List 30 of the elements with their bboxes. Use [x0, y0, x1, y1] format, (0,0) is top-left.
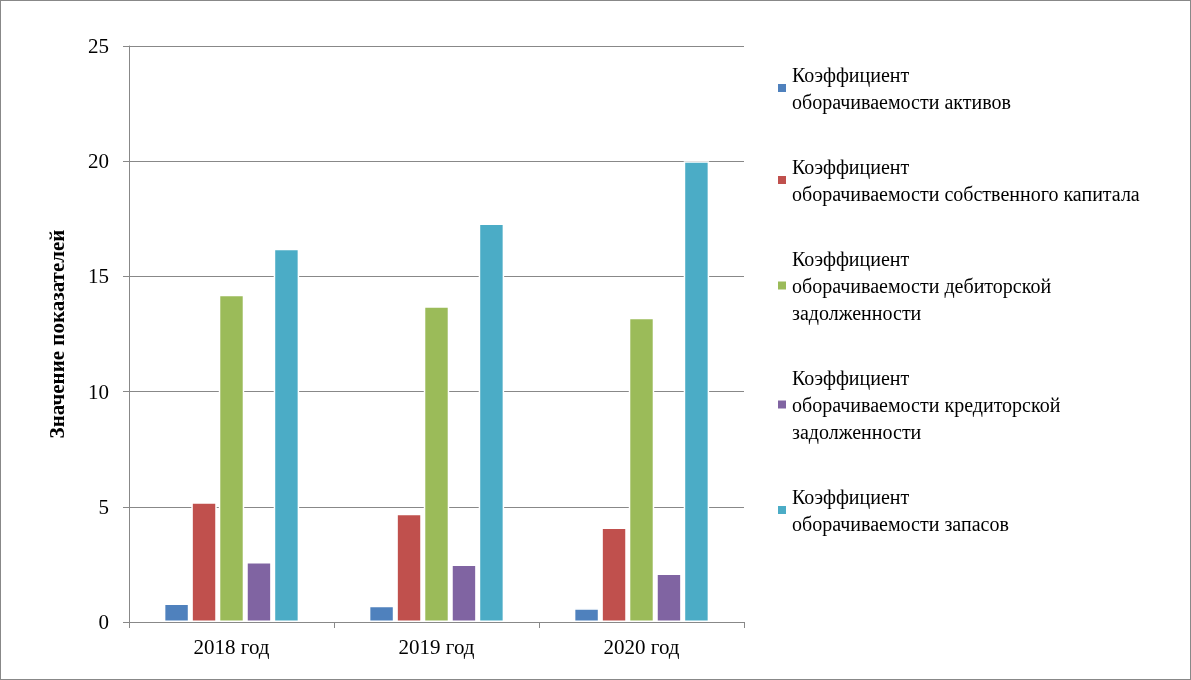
- bar: [423, 306, 450, 622]
- bar: [573, 608, 600, 622]
- y-tick-label: 5: [98, 494, 109, 519]
- x-tick-label: 2020 год: [603, 634, 680, 659]
- bar: [218, 294, 245, 622]
- bar: [396, 513, 422, 622]
- bar: [656, 573, 682, 622]
- bar: [601, 527, 627, 622]
- y-tick-label: 20: [88, 149, 109, 174]
- bar: [368, 605, 395, 622]
- bar: [246, 562, 272, 622]
- legend-label: Коэффициент оборачиваемости активов: [792, 63, 1011, 114]
- y-tick-label: 10: [88, 379, 109, 404]
- legend-label: Коэффициент оборачиваемости дебиторской задолженности: [792, 247, 1052, 325]
- bar: [628, 317, 655, 622]
- bar: [163, 603, 190, 622]
- legend-label: Коэффициент оборачиваемости кредиторской задолженности: [792, 366, 1061, 444]
- y-tick-label: 0: [98, 610, 109, 634]
- y-axis-title: Значение показателей: [44, 229, 69, 439]
- bar: [273, 248, 300, 622]
- y-tick-label: 15: [88, 264, 109, 289]
- x-tick-label: 2019 год: [398, 634, 475, 659]
- legend-label: Коэффициент оборачиваемости запасов: [792, 485, 1009, 536]
- bar: [478, 223, 505, 622]
- bar: [451, 564, 477, 622]
- legend-label: Коэффициент оборачиваемости собственного капитала: [792, 155, 1140, 206]
- x-tick-label: 2018 год: [193, 634, 270, 659]
- bar: [191, 502, 217, 622]
- bar: [683, 161, 710, 622]
- y-tick-label: 25: [88, 34, 109, 58]
